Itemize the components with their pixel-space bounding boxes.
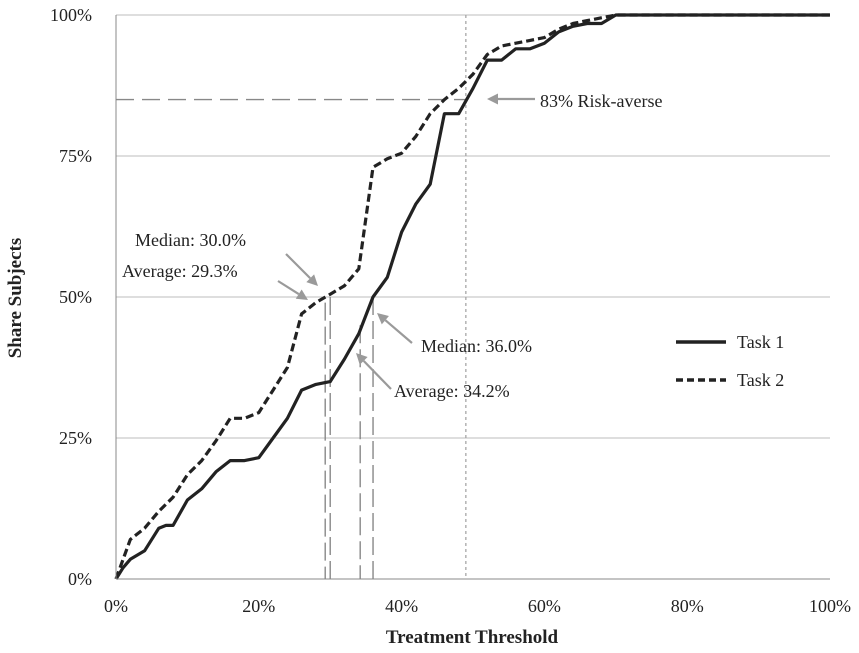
annotations: 83% Risk-averse Median: 30.0% Average: 2… — [122, 91, 662, 401]
x-tick-label: 60% — [528, 596, 561, 616]
risk-averse-label: 83% Risk-averse — [540, 91, 662, 111]
y-axis-title: Share Subjects — [5, 238, 26, 359]
risk-averse-arrow — [487, 93, 535, 105]
x-tick-label: 40% — [385, 596, 418, 616]
task2-median-arrow — [285, 253, 318, 286]
y-tick-label: 100% — [50, 5, 92, 25]
y-tick-label: 25% — [59, 428, 92, 448]
x-tick-label: 80% — [671, 596, 704, 616]
series-lines — [114, 13, 830, 580]
task2-median-label: Median: 30.0% — [135, 230, 246, 250]
x-tick-label: 100% — [809, 596, 851, 616]
x-axis-title: Treatment Threshold — [386, 627, 559, 648]
legend-task2-label: Task 2 — [737, 370, 784, 390]
y-tick-label: 0% — [68, 569, 92, 589]
x-tick-label: 0% — [104, 596, 128, 616]
legend-task1-label: Task 1 — [737, 332, 784, 352]
series-line-task-2 — [114, 13, 830, 580]
reference-lines — [116, 15, 467, 579]
task1-median-arrow — [377, 313, 413, 344]
task2-average-arrow — [277, 280, 308, 300]
task2-average-label: Average: 29.3% — [122, 261, 238, 281]
legend: Task 1 Task 2 — [676, 332, 784, 390]
x-tick-label: 20% — [242, 596, 275, 616]
y-tick-label: 50% — [59, 287, 92, 307]
y-tick-labels: 0% 25% 50% 75% 100% — [50, 5, 92, 589]
x-tick-labels: 0% 20% 40% 60% 80% 100% — [104, 596, 851, 616]
axes — [115, 15, 830, 580]
task1-median-label: Median: 36.0% — [421, 336, 532, 356]
task1-average-label: Average: 34.2% — [394, 381, 510, 401]
y-tick-label: 75% — [59, 146, 92, 166]
series-line-task-1 — [114, 13, 830, 580]
grid-lines — [116, 14, 830, 439]
annotation-arrows — [277, 93, 535, 390]
task1-average-arrow — [356, 353, 392, 390]
